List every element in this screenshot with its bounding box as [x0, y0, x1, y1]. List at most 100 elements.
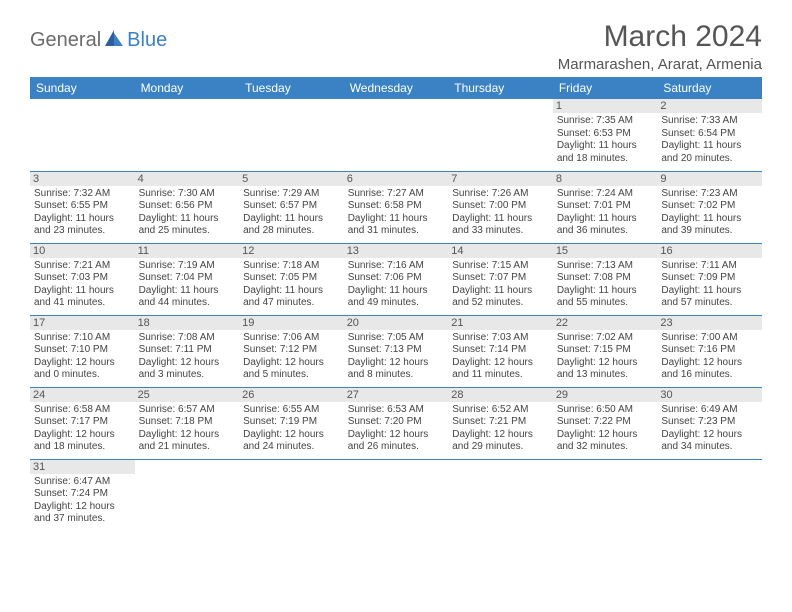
day-number: 22 [553, 316, 658, 330]
daylight-line: Daylight: 12 hours and 37 minutes. [34, 501, 131, 526]
calendar-cell: 30Sunrise: 6:49 AMSunset: 7:23 PMDayligh… [657, 387, 762, 459]
calendar-cell: 10Sunrise: 7:21 AMSunset: 7:03 PMDayligh… [30, 243, 135, 315]
day-header: Saturday [657, 77, 762, 99]
sunrise-line: Sunrise: 7:08 AM [139, 332, 236, 345]
sunset-line: Sunset: 7:08 PM [557, 272, 654, 285]
sunset-line: Sunset: 7:21 PM [452, 416, 549, 429]
sunset-line: Sunset: 7:07 PM [452, 272, 549, 285]
sunset-line: Sunset: 7:12 PM [243, 344, 340, 357]
daylight-line: Daylight: 12 hours and 11 minutes. [452, 357, 549, 382]
day-number: 10 [30, 244, 135, 258]
sunset-line: Sunset: 6:55 PM [34, 200, 131, 213]
logo-text-blue: Blue [127, 29, 167, 52]
sunset-line: Sunset: 7:01 PM [557, 200, 654, 213]
calendar-cell-empty [344, 459, 449, 531]
sunrise-line: Sunrise: 7:18 AM [243, 260, 340, 273]
sunset-line: Sunset: 7:17 PM [34, 416, 131, 429]
sunrise-line: Sunrise: 7:33 AM [661, 115, 758, 128]
daylight-line: Daylight: 11 hours and 28 minutes. [243, 213, 340, 238]
calendar-cell: 22Sunrise: 7:02 AMSunset: 7:15 PMDayligh… [553, 315, 658, 387]
sunset-line: Sunset: 7:23 PM [661, 416, 758, 429]
header: General Blue March 2024 Marmarashen, Ara… [30, 20, 762, 73]
calendar-cell: 3Sunrise: 7:32 AMSunset: 6:55 PMDaylight… [30, 171, 135, 243]
day-number: 16 [657, 244, 762, 258]
sunset-line: Sunset: 7:15 PM [557, 344, 654, 357]
calendar-cell: 1Sunrise: 7:35 AMSunset: 6:53 PMDaylight… [553, 99, 658, 171]
sunrise-line: Sunrise: 7:27 AM [348, 188, 445, 201]
day-number: 5 [239, 172, 344, 186]
sunrise-line: Sunrise: 6:58 AM [34, 404, 131, 417]
daylight-line: Daylight: 12 hours and 0 minutes. [34, 357, 131, 382]
calendar-cell: 7Sunrise: 7:26 AMSunset: 7:00 PMDaylight… [448, 171, 553, 243]
daylight-line: Daylight: 11 hours and 57 minutes. [661, 285, 758, 310]
day-number: 27 [344, 388, 449, 402]
daylight-line: Daylight: 11 hours and 55 minutes. [557, 285, 654, 310]
sunset-line: Sunset: 7:22 PM [557, 416, 654, 429]
calendar-cell: 12Sunrise: 7:18 AMSunset: 7:05 PMDayligh… [239, 243, 344, 315]
day-number: 6 [344, 172, 449, 186]
sunrise-line: Sunrise: 7:30 AM [139, 188, 236, 201]
sunset-line: Sunset: 7:14 PM [452, 344, 549, 357]
sunrise-line: Sunrise: 7:19 AM [139, 260, 236, 273]
calendar-cell: 6Sunrise: 7:27 AMSunset: 6:58 PMDaylight… [344, 171, 449, 243]
sunset-line: Sunset: 7:00 PM [452, 200, 549, 213]
daylight-line: Daylight: 11 hours and 49 minutes. [348, 285, 445, 310]
calendar-cell: 19Sunrise: 7:06 AMSunset: 7:12 PMDayligh… [239, 315, 344, 387]
day-number: 13 [344, 244, 449, 258]
daylight-line: Daylight: 12 hours and 21 minutes. [139, 429, 236, 454]
daylight-line: Daylight: 12 hours and 34 minutes. [661, 429, 758, 454]
daylight-line: Daylight: 12 hours and 18 minutes. [34, 429, 131, 454]
daylight-line: Daylight: 11 hours and 31 minutes. [348, 213, 445, 238]
calendar-cell: 4Sunrise: 7:30 AMSunset: 6:56 PMDaylight… [135, 171, 240, 243]
sunrise-line: Sunrise: 7:23 AM [661, 188, 758, 201]
sail-icon [103, 28, 125, 53]
day-header: Sunday [30, 77, 135, 99]
day-header: Monday [135, 77, 240, 99]
sunset-line: Sunset: 7:06 PM [348, 272, 445, 285]
calendar-cell: 17Sunrise: 7:10 AMSunset: 7:10 PMDayligh… [30, 315, 135, 387]
day-number: 3 [30, 172, 135, 186]
calendar-cell: 18Sunrise: 7:08 AMSunset: 7:11 PMDayligh… [135, 315, 240, 387]
calendar-row: 24Sunrise: 6:58 AMSunset: 7:17 PMDayligh… [30, 387, 762, 459]
day-number: 17 [30, 316, 135, 330]
sunrise-line: Sunrise: 7:32 AM [34, 188, 131, 201]
daylight-line: Daylight: 11 hours and 44 minutes. [139, 285, 236, 310]
calendar-cell: 23Sunrise: 7:00 AMSunset: 7:16 PMDayligh… [657, 315, 762, 387]
logo-text-general: General [30, 29, 101, 52]
sunrise-line: Sunrise: 7:13 AM [557, 260, 654, 273]
sunset-line: Sunset: 7:11 PM [139, 344, 236, 357]
calendar-cell: 8Sunrise: 7:24 AMSunset: 7:01 PMDaylight… [553, 171, 658, 243]
calendar-row: 17Sunrise: 7:10 AMSunset: 7:10 PMDayligh… [30, 315, 762, 387]
sunrise-line: Sunrise: 7:15 AM [452, 260, 549, 273]
sunrise-line: Sunrise: 7:24 AM [557, 188, 654, 201]
day-header: Friday [553, 77, 658, 99]
sunset-line: Sunset: 6:57 PM [243, 200, 340, 213]
daylight-line: Daylight: 11 hours and 36 minutes. [557, 213, 654, 238]
day-number: 12 [239, 244, 344, 258]
calendar-cell: 21Sunrise: 7:03 AMSunset: 7:14 PMDayligh… [448, 315, 553, 387]
sunrise-line: Sunrise: 6:55 AM [243, 404, 340, 417]
day-number: 28 [448, 388, 553, 402]
calendar-cell: 2Sunrise: 7:33 AMSunset: 6:54 PMDaylight… [657, 99, 762, 171]
calendar-cell: 26Sunrise: 6:55 AMSunset: 7:19 PMDayligh… [239, 387, 344, 459]
calendar-table: SundayMondayTuesdayWednesdayThursdayFrid… [30, 77, 762, 531]
calendar-cell-empty [30, 99, 135, 171]
sunrise-line: Sunrise: 7:11 AM [661, 260, 758, 273]
daylight-line: Daylight: 12 hours and 29 minutes. [452, 429, 549, 454]
calendar-cell-empty [135, 459, 240, 531]
sunset-line: Sunset: 6:56 PM [139, 200, 236, 213]
sunset-line: Sunset: 6:54 PM [661, 128, 758, 141]
sunset-line: Sunset: 7:05 PM [243, 272, 340, 285]
sunrise-line: Sunrise: 7:29 AM [243, 188, 340, 201]
daylight-line: Daylight: 11 hours and 41 minutes. [34, 285, 131, 310]
daylight-line: Daylight: 12 hours and 24 minutes. [243, 429, 340, 454]
calendar-cell: 11Sunrise: 7:19 AMSunset: 7:04 PMDayligh… [135, 243, 240, 315]
calendar-row: 10Sunrise: 7:21 AMSunset: 7:03 PMDayligh… [30, 243, 762, 315]
daylight-line: Daylight: 12 hours and 5 minutes. [243, 357, 340, 382]
sunrise-line: Sunrise: 6:47 AM [34, 476, 131, 489]
sunrise-line: Sunrise: 6:52 AM [452, 404, 549, 417]
sunset-line: Sunset: 7:10 PM [34, 344, 131, 357]
sunrise-line: Sunrise: 7:02 AM [557, 332, 654, 345]
sunset-line: Sunset: 7:03 PM [34, 272, 131, 285]
calendar-cell: 27Sunrise: 6:53 AMSunset: 7:20 PMDayligh… [344, 387, 449, 459]
